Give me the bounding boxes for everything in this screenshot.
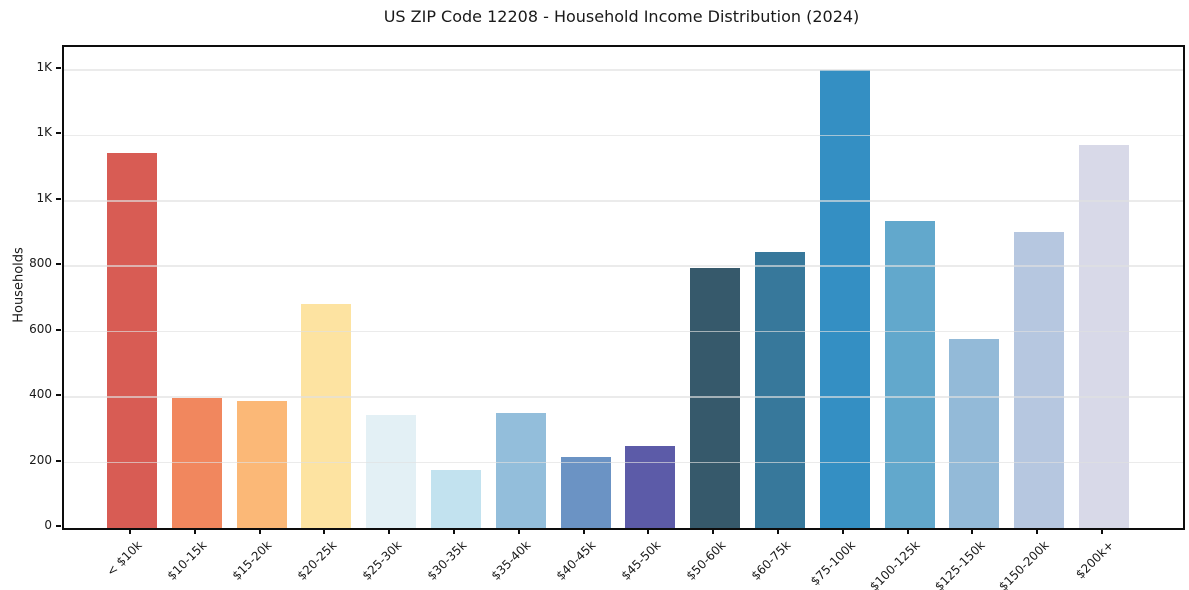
gridline-1400 [64,69,1183,71]
gridline-1000 [64,200,1183,202]
bar-$20-25k [301,303,352,528]
y-tick-mark [56,263,61,266]
x-tick-mark [258,529,261,534]
y-tick-mark [56,328,61,331]
y-tick-mark [56,66,61,69]
bar-$30-35k [431,469,481,528]
x-tick-label: $15-20k [229,538,275,583]
gridlines-layer [64,47,1183,528]
plot-area [62,45,1185,530]
x-tick-mark [1036,529,1039,534]
bar-$25-30k [366,415,417,528]
x-tick-mark [129,529,131,534]
x-tick-mark [323,529,326,534]
bar-$150-200k [1014,231,1065,528]
bar-$35-40k [495,413,546,528]
x-tick-mark [388,529,391,534]
y-tick-label: 200 [29,452,52,467]
y-tick-mark [56,132,61,135]
bar-$100-125k [884,221,935,528]
x-tick-label: $125-150k [931,538,988,590]
x-tick-mark [906,529,909,534]
bar-$50-60k [690,267,741,528]
x-tick-label: $200k+ [1073,538,1117,582]
y-tick-label: 400 [29,387,52,402]
x-tick-mark [1101,529,1103,534]
gridline-600 [64,330,1183,333]
y-axis-title: Households [11,247,27,323]
y-tick-label: 800 [29,256,52,271]
x-tick-label: $100-125k [866,538,923,590]
y-tick-label: 0 [44,518,52,532]
bars-layer [64,47,1183,528]
y-tick-mark [56,525,61,527]
y-tick-mark [56,459,61,462]
y-tick-label: 600 [29,321,52,336]
gridline-800 [64,265,1183,267]
x-tick-mark [193,529,196,534]
bar-$60-75k [755,251,805,528]
x-tick-mark [647,529,650,534]
x-tick-label: $30-35k [424,538,469,583]
x-tick-mark [517,529,520,534]
x-tick-label: $150-200k [996,538,1053,590]
x-tick-mark [712,529,715,534]
x-tick-label: $50-60k [683,538,729,583]
bar-$45-50k [625,446,676,528]
x-tick-label: $10-15k [164,538,210,583]
x-tick-label: $35-40k [488,538,534,583]
bar-$15-20k [236,401,287,528]
y-tick-mark [56,394,61,397]
x-tick-mark [777,529,779,534]
bar-< $10k [107,153,157,528]
gridline-400 [64,396,1183,398]
y-tick-label: 1K [36,125,52,140]
x-tick-mark [582,529,585,534]
x-tick-label: $20-25k [294,538,340,583]
x-tick-label: < $10k [104,538,145,579]
gridline-1200 [64,134,1183,137]
x-tick-label: $40-45k [553,538,599,583]
y-tick-mark [56,197,61,200]
x-tick-mark [453,529,455,534]
x-tick-label: $25-30k [359,538,405,583]
bar-$125-150k [949,339,1000,528]
bar-$200k+ [1079,145,1129,528]
x-tick-mark [841,529,844,534]
x-tick-label: $45-50k [618,538,664,583]
gridline-200 [64,461,1183,464]
chart-title: US ZIP Code 12208 - Household Income Dis… [383,7,860,26]
x-tick-label: $75-100k [807,538,858,589]
x-tick-label: $60-75k [748,538,793,583]
y-tick-label: 1K [36,59,52,74]
bar-$75-100k [819,69,870,528]
y-tick-label: 1K [36,190,52,205]
bar-$40-45k [560,456,611,528]
x-tick-mark [971,529,974,534]
